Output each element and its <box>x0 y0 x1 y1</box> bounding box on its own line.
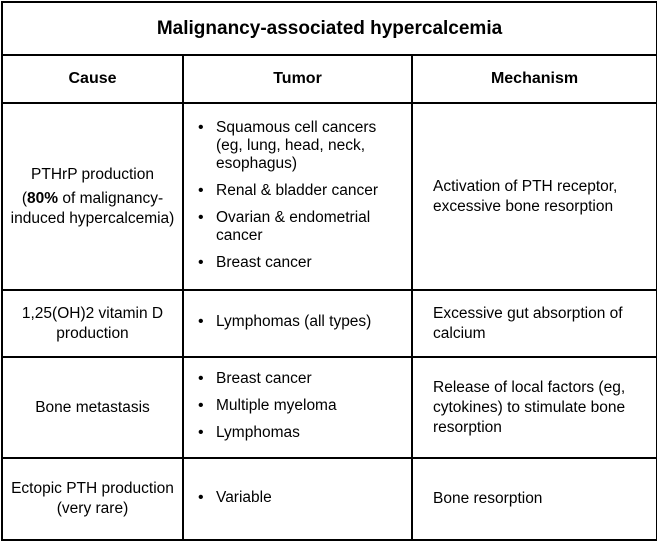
tumor-list: Breast cancer Multiple myeloma Lymphomas <box>194 370 405 442</box>
cause-note: (80% of malignancy-induced hypercalcemia… <box>7 189 178 229</box>
list-item: Ovarian & endometrial cancer <box>198 209 405 245</box>
list-item: Lymphomas <box>198 424 405 442</box>
list-item: Renal & bladder cancer <box>198 182 405 200</box>
list-item: Variable <box>198 489 405 507</box>
list-item: Squamous cell cancers (eg, lung, head, n… <box>198 119 405 173</box>
mechanism-cell: Bone resorption <box>410 457 657 541</box>
cause-main: PTHrP production <box>31 165 154 183</box>
mechanism-cell: Activation of PTH receptor, excessive bo… <box>410 102 657 291</box>
cause-cell: Ectopic PTH production (very rare) <box>1 457 184 541</box>
header-cause: Cause <box>1 54 184 104</box>
mechanism-cell: Excessive gut absorption of calcium <box>410 289 657 358</box>
tumor-cell: Variable <box>182 457 413 541</box>
mechanism-cell: Release of local factors (eg, cytokines)… <box>410 356 657 459</box>
header-tumor: Tumor <box>182 54 413 104</box>
cause-cell: Bone metastasis <box>1 356 184 459</box>
table-row: Bone metastasis Breast cancer Multiple m… <box>1 356 657 459</box>
list-item: Multiple myeloma <box>198 397 405 415</box>
cause-note-rest: of malignancy-induced hypercalcemia) <box>10 189 175 227</box>
tumor-cell: Breast cancer Multiple myeloma Lymphomas <box>182 356 413 459</box>
table-row: 1,25(OH)2 vitamin D production Lymphomas… <box>1 289 657 358</box>
list-item: Lymphomas (all types) <box>198 313 405 331</box>
cause-note-open: ( <box>21 189 28 207</box>
table-row: Ectopic PTH production (very rare) Varia… <box>1 457 657 541</box>
header-mechanism: Mechanism <box>410 54 657 104</box>
tumor-cell: Squamous cell cancers (eg, lung, head, n… <box>182 102 413 291</box>
table-row: PTHrP production (80% of malignancy-indu… <box>1 102 657 291</box>
list-item: Breast cancer <box>198 370 405 388</box>
cause-cell: 1,25(OH)2 vitamin D production <box>1 289 184 358</box>
table-title: Malignancy-associated hypercalcemia <box>0 1 657 56</box>
tumor-list: Lymphomas (all types) <box>194 313 405 331</box>
cause-cell: PTHrP production (80% of malignancy-indu… <box>1 102 184 291</box>
tumor-list: Variable <box>194 489 405 507</box>
tumor-cell: Lymphomas (all types) <box>182 289 413 358</box>
cause-percentage: 80% <box>27 189 59 207</box>
tumor-list: Squamous cell cancers (eg, lung, head, n… <box>194 119 405 272</box>
list-item: Breast cancer <box>198 254 405 272</box>
